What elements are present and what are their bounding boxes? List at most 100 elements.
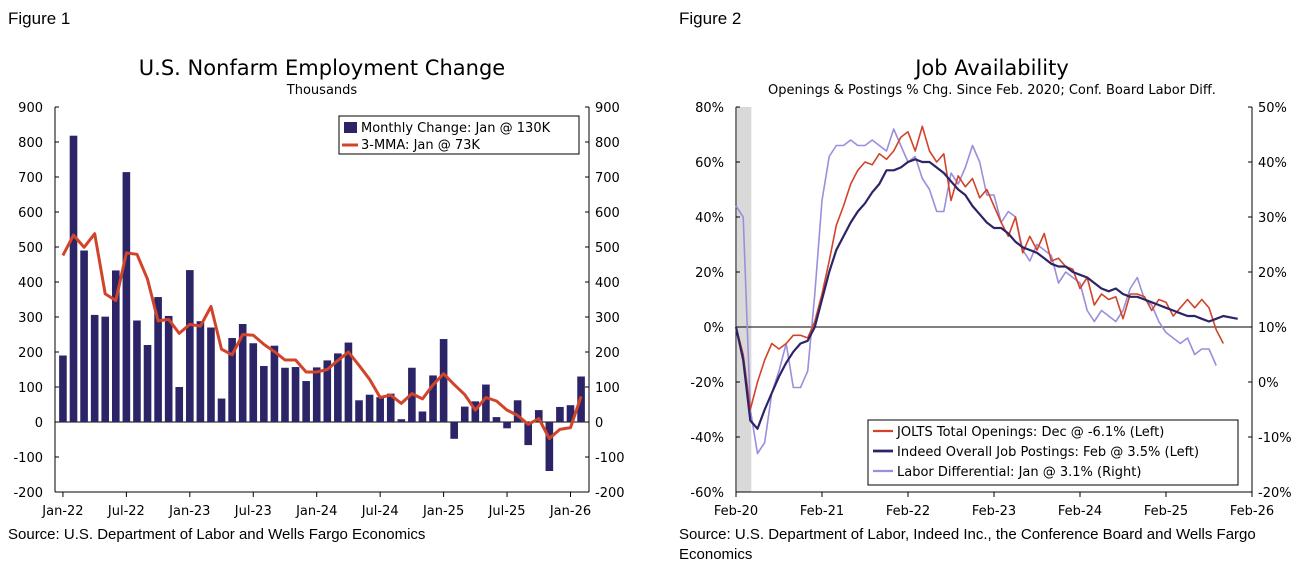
y-tick-label-right: 30% — [1258, 211, 1287, 226]
bar — [175, 387, 184, 422]
y-tick-label-left: 900 — [18, 101, 43, 116]
bar — [281, 367, 289, 422]
legend-label-line-labor-differential: Labor Differential: Jan @ 3.1% (Right) — [897, 465, 1141, 480]
y-tick-label-left: -200 — [13, 486, 43, 501]
bar — [418, 411, 427, 422]
y-tick-label-left: 700 — [18, 171, 43, 186]
legend-swatch-bar — [344, 122, 357, 133]
y-tick-label-right: 100 — [595, 381, 620, 396]
bar — [217, 398, 226, 422]
x-tick-label: Feb-23 — [972, 504, 1016, 519]
bar — [450, 422, 458, 439]
bar — [101, 316, 110, 422]
chart-1-title: U.S. Nonfarm Employment Change — [139, 56, 505, 80]
x-tick-label: Jan-24 — [295, 504, 337, 519]
bar — [249, 343, 258, 422]
y-tick-label-left: -20% — [690, 376, 724, 391]
bar — [503, 422, 511, 429]
y-tick-label-right: 200 — [595, 346, 620, 361]
figure-1-label: Figure 1 — [8, 9, 71, 28]
figure-2-source: Source: U.S. Department of Labor, Indeed… — [679, 526, 1256, 563]
figure-1-source: Source: U.S. Department of Labor and Wel… — [8, 526, 426, 543]
y-tick-label-right: 20% — [1258, 266, 1287, 281]
x-tick-label: Jan-22 — [41, 504, 83, 519]
bar — [545, 422, 554, 471]
y-tick-label-left: 800 — [18, 136, 43, 151]
bar — [482, 384, 490, 422]
bar — [556, 406, 564, 422]
bar — [238, 324, 247, 422]
y-tick-label-right: -100 — [595, 451, 625, 466]
bar — [196, 321, 205, 422]
x-tick-label: Jan-23 — [168, 504, 210, 519]
y-tick-label-right: -20% — [1258, 486, 1292, 501]
y-tick-label-right: 900 — [595, 101, 620, 116]
bar — [228, 338, 236, 422]
bar — [69, 135, 78, 422]
bar — [471, 401, 480, 422]
y-tick-label-left: 40% — [695, 211, 724, 226]
bar — [270, 345, 279, 422]
y-tick-label-right: -10% — [1258, 431, 1292, 446]
bar — [365, 394, 374, 422]
bar — [344, 342, 353, 422]
bar — [312, 367, 321, 422]
y-tick-label-left: -40% — [690, 431, 724, 446]
y-tick-label-left: 20% — [695, 266, 724, 281]
bar — [59, 355, 67, 422]
x-tick-label: Feb-20 — [714, 504, 758, 519]
bar — [513, 400, 522, 422]
x-tick-label: Jan-26 — [549, 504, 591, 519]
x-tick-label: Jul-22 — [107, 504, 145, 519]
bar — [133, 320, 141, 422]
bar — [111, 270, 120, 422]
chart-job-availability: Job Availability Openings & Postings % Ch… — [690, 56, 1292, 519]
y-tick-label-right: 0% — [1258, 376, 1279, 391]
bar — [143, 345, 152, 422]
line-indeed-postings — [734, 158, 1238, 430]
bar — [260, 366, 268, 422]
y-tick-label-right: 300 — [595, 311, 620, 326]
line-jolts-openings — [735, 125, 1225, 411]
y-tick-label-left: -100 — [13, 451, 43, 466]
y-tick-label-right: 400 — [595, 276, 620, 291]
bar — [334, 353, 342, 422]
bar — [122, 172, 131, 422]
bar — [80, 250, 88, 422]
legend-label-monthly: Monthly Change: Jan @ 130K — [361, 121, 551, 136]
y-tick-label-left: 0% — [703, 321, 724, 336]
y-tick-label-right: 800 — [595, 136, 620, 151]
x-tick-label: Jul-25 — [488, 504, 526, 519]
x-tick-label: Feb-22 — [886, 504, 930, 519]
bar — [534, 410, 543, 422]
bar — [524, 422, 533, 446]
figure-2-label: Figure 2 — [679, 9, 742, 28]
y-tick-label-left: 100 — [18, 381, 43, 396]
y-tick-label-right: 0 — [595, 416, 603, 431]
chart-1-subtitle: Thousands — [286, 83, 358, 98]
bar — [492, 417, 501, 422]
bar — [186, 270, 194, 422]
y-tick-label-right: 500 — [595, 241, 620, 256]
y-tick-label-right: 50% — [1258, 101, 1287, 116]
legend-label-line-indeed-postings: Indeed Overall Job Postings: Feb @ 3.5% … — [897, 445, 1199, 460]
chart-2-subtitle: Openings & Postings % Chg. Since Feb. 20… — [768, 83, 1216, 98]
x-tick-label: Jul-24 — [361, 504, 399, 519]
y-tick-label-left: 600 — [18, 206, 43, 221]
bar — [154, 297, 162, 422]
legend-label-line-jolts-openings: JOLTS Total Openings: Dec @ -6.1% (Left) — [896, 425, 1164, 440]
y-tick-label-left: 500 — [18, 241, 43, 256]
y-tick-label-right: -200 — [595, 486, 625, 501]
y-tick-label-left: -60% — [690, 486, 724, 501]
legend-box — [338, 115, 580, 155]
y-tick-label-left: 300 — [18, 311, 43, 326]
x-tick-label: Jul-23 — [234, 504, 272, 519]
bar — [164, 315, 173, 422]
bar — [376, 397, 384, 422]
bar — [397, 419, 406, 422]
line-3mma — [61, 232, 583, 440]
bar — [207, 327, 215, 422]
y-tick-label-left: 60% — [695, 156, 724, 171]
legend-label-3mma: 3-MMA: Jan @ 73K — [361, 138, 480, 153]
y-tick-label-right: 10% — [1258, 321, 1287, 336]
